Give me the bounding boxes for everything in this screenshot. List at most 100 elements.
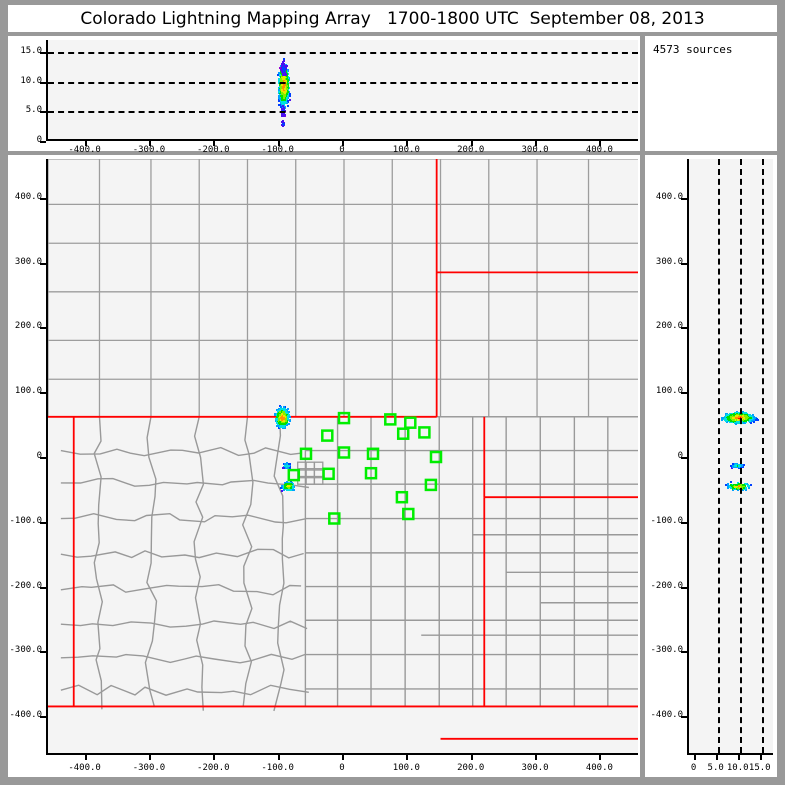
top-x-tick-label: -100.0 <box>261 145 294 155</box>
map-y-tick-label: 200.0 <box>14 321 42 332</box>
top-y-tick <box>40 111 46 114</box>
top-y-tick <box>40 51 46 54</box>
right-y-tick-label: 200.0 <box>655 321 683 332</box>
right-y-tick <box>681 586 687 589</box>
top-x-tick <box>599 141 602 146</box>
top-gridline <box>48 111 638 114</box>
map-y-tick-label: -300.0 <box>9 645 42 656</box>
top-x-tick-label: 400.0 <box>585 145 613 155</box>
map-y-tick-label: -400.0 <box>9 710 42 721</box>
map-x-tick-label: 100.0 <box>392 763 420 773</box>
top-y-tick-label: 0 <box>36 135 42 145</box>
right-gridline <box>761 159 764 753</box>
right-x-tick-label: 5.0 <box>707 763 724 773</box>
top-x-tick-label: 100.0 <box>392 145 420 155</box>
right-x-tick-label: 15.0 <box>748 763 771 773</box>
map-x-tick <box>342 755 344 760</box>
map-y-tick <box>40 457 46 459</box>
right-y-tick <box>681 392 687 395</box>
map-panel: -400.0 -300.0 -200.0 -100.0 0 100.0 200.0 300.0… <box>8 155 640 777</box>
map-y-tick <box>40 197 46 200</box>
map-y-tick <box>40 586 46 589</box>
right-y-tick-label: -100.0 <box>650 515 683 526</box>
right-x-tick <box>693 755 696 760</box>
top-x-tick <box>84 141 87 146</box>
page-title: Colorado Lightning Mapping Array 1700-18… <box>80 8 705 29</box>
right-x-tick <box>715 755 718 760</box>
right-y-tick <box>681 651 687 654</box>
top-x-tick <box>148 141 151 146</box>
right-scatter-canvas <box>721 411 759 491</box>
top-y-tick-label: 10.0 <box>20 75 42 86</box>
top-gridline <box>48 51 638 54</box>
map-y-tick-label: 0 <box>36 451 42 461</box>
right-gridline <box>717 159 720 753</box>
right-x-tick-label: 0 <box>690 763 697 773</box>
top-y-tick-label: 15.0 <box>20 45 42 56</box>
top-x-tick-label: -400.0 <box>68 145 101 155</box>
top-scatter-canvas <box>277 58 291 127</box>
top-x-tick <box>213 141 216 146</box>
right-x-tick <box>759 755 762 760</box>
top-x-tick <box>342 141 344 146</box>
altitude-vs-north-south-panel: -400.0 -300.0 -200.0 -100.0 0 100.0 200.0 300.0… <box>645 155 777 777</box>
top-x-tick <box>470 141 473 146</box>
map-x-tick-label: 300.0 <box>521 763 549 773</box>
top-gridline <box>48 81 638 84</box>
right-x-tick-label: 10.0 <box>726 763 749 773</box>
map-x-tick <box>535 755 538 760</box>
right-y-tick-label: 0 <box>677 451 683 461</box>
right-y-tick <box>681 457 687 459</box>
altitude-vs-east-west-panel: 0 5.0 10.0 15.0 -400.0 -300.0 -200.0 -100.0 0 100… <box>8 36 640 155</box>
map-x-tick <box>148 755 151 760</box>
right-y-tick-label: 300.0 <box>655 256 683 267</box>
right-x-tick <box>737 755 740 760</box>
right-y-tick-label: -300.0 <box>650 645 683 656</box>
right-y-tick <box>681 716 687 719</box>
map-plot-area[interactable] <box>46 159 638 755</box>
map-y-tick <box>40 716 46 719</box>
map-x-tick-label: -100.0 <box>261 763 294 773</box>
map-x-tick <box>599 755 602 760</box>
top-y-tick-label: 5.0 <box>25 105 42 116</box>
top-x-tick-label: 200.0 <box>457 145 485 155</box>
map-y-tick-label: -100.0 <box>9 515 42 526</box>
colorado-map-canvas <box>48 159 638 740</box>
map-y-tick <box>40 521 46 524</box>
title-bar: Colorado Lightning Mapping Array 1700-18… <box>8 5 777 32</box>
map-x-tick-label: -300.0 <box>132 763 166 773</box>
map-x-tick-label: -200.0 <box>197 763 230 773</box>
right-y-tick-label: 100.0 <box>655 386 683 397</box>
top-plot-area[interactable] <box>46 40 638 141</box>
map-x-tick-label: 400.0 <box>585 763 613 773</box>
map-x-tick <box>277 755 280 760</box>
right-plot-area[interactable] <box>687 159 773 755</box>
right-y-tick-label: -400.0 <box>650 710 683 721</box>
source-count-panel: 4573 sources <box>645 36 777 151</box>
right-y-tick <box>681 262 687 265</box>
top-y-tick <box>40 141 46 143</box>
map-x-tick <box>406 755 409 760</box>
right-y-tick <box>681 327 687 330</box>
map-y-tick-label: 100.0 <box>14 386 42 397</box>
map-x-tick <box>213 755 216 760</box>
top-x-tick <box>535 141 538 146</box>
top-x-tick <box>277 141 280 146</box>
map-x-tick-label: -400.0 <box>68 763 101 773</box>
top-y-tick <box>40 81 46 84</box>
source-count-label: 4573 sources <box>653 43 733 56</box>
map-y-tick <box>40 651 46 654</box>
top-x-tick <box>406 141 409 146</box>
map-x-tick-label: 0 <box>339 763 345 773</box>
top-x-tick-label: -300.0 <box>132 145 166 155</box>
map-x-tick <box>84 755 87 760</box>
top-x-tick-label: 0 <box>339 145 345 155</box>
right-y-tick-label: 400.0 <box>655 191 683 202</box>
map-y-tick <box>40 327 46 330</box>
top-x-tick-label: -200.0 <box>197 145 230 155</box>
map-y-tick <box>40 262 46 265</box>
map-y-tick-label: 400.0 <box>14 191 42 202</box>
map-x-tick-label: 200.0 <box>457 763 485 773</box>
right-y-tick <box>681 521 687 524</box>
